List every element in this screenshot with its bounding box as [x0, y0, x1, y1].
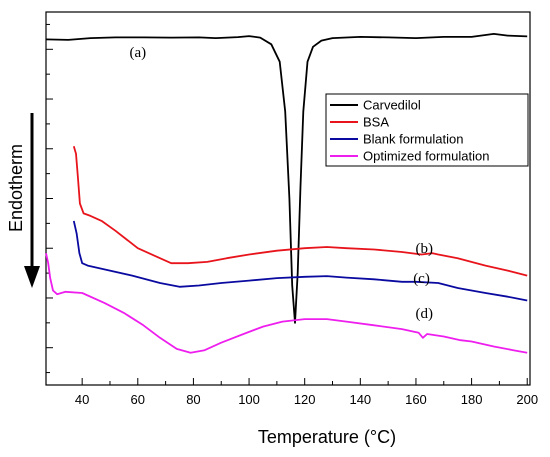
legend-entry-label: Optimized formulation: [363, 149, 489, 164]
x-tick-label: 140: [349, 392, 371, 407]
x-axis-ticks: 40 60 80 100 120 140 160 180 200: [75, 378, 538, 407]
x-tick-label: 200: [516, 392, 538, 407]
curve-annotation: (a): [129, 45, 146, 61]
x-axis-title: Temperature (°C): [258, 427, 396, 447]
plot-frame: [45, 11, 531, 386]
legend-box: [325, 93, 529, 167]
plot-area-border: [45, 11, 531, 386]
series-line-3: [45, 253, 528, 354]
x-tick-label: 160: [405, 392, 427, 407]
x-tick-label: 80: [186, 392, 200, 407]
x-tick-label: 180: [461, 392, 483, 407]
x-tick-label: 60: [131, 392, 145, 407]
y-axis-label-group: Endotherm: [6, 113, 40, 288]
curve-annotation: (d): [416, 306, 434, 322]
series-line-1: [72, 146, 528, 277]
y-axis-title: Endotherm: [6, 144, 26, 232]
curve-annotations: (a) (b) (c) (d): [129, 45, 433, 322]
y-axis-ticks: [46, 23, 53, 374]
legend-entry-label: Carvedilol: [363, 98, 421, 113]
endotherm-arrow-head-icon: [24, 266, 40, 288]
legend-entry-label: Blank formulation: [363, 132, 463, 147]
x-tick-label: 100: [238, 392, 260, 407]
legend: Carvedilol BSA Blank formulation Optimized …: [325, 93, 529, 167]
curve-annotation: (c): [413, 271, 430, 287]
x-tick-label: 40: [75, 392, 89, 407]
x-tick-label: 120: [294, 392, 316, 407]
legend-entry-label: BSA: [363, 115, 389, 130]
series-line-0: [45, 33, 528, 324]
series-lines: [45, 33, 528, 354]
curve-annotation: (b): [416, 241, 434, 257]
series-line-2: [72, 220, 528, 302]
